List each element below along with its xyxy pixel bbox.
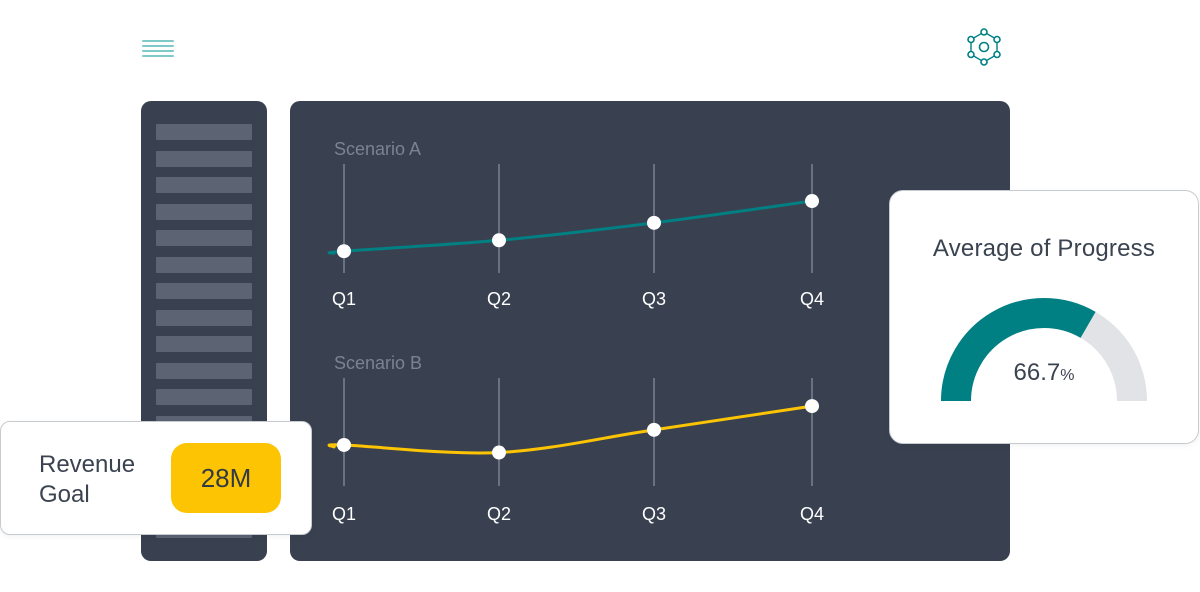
series-line — [327, 404, 814, 455]
sidebar-panel — [141, 101, 267, 561]
data-point — [647, 215, 661, 230]
sidebar-placeholder-row — [156, 256, 252, 273]
x-tick-label: Q3 — [642, 289, 666, 309]
progress-value: 66.7 — [1013, 359, 1061, 386]
chart-title: Scenario B — [334, 353, 422, 373]
data-point — [492, 233, 506, 248]
revenue-goal-card: Revenue Goal 28M — [0, 421, 312, 535]
chart-title: Scenario A — [334, 139, 421, 159]
data-point — [805, 194, 819, 209]
sidebar-placeholder-row — [156, 150, 252, 167]
sidebar-placeholder-row — [156, 389, 252, 405]
progress-title: Average of Progress — [932, 235, 1156, 262]
data-point — [647, 422, 661, 437]
hamburger-menu-icon[interactable] — [142, 40, 174, 60]
data-point — [805, 399, 819, 414]
x-tick-label: Q2 — [487, 289, 511, 309]
gauge-fill — [941, 298, 1096, 402]
progress-unit: % — [1060, 367, 1075, 384]
x-tick-label: Q1 — [332, 289, 356, 309]
x-tick-label: Q2 — [487, 504, 511, 524]
progress-value-label: 66.7% — [890, 359, 1198, 387]
sidebar-placeholder-row — [156, 203, 252, 220]
x-tick-label: Q4 — [800, 504, 824, 524]
sidebar-placeholder-row — [156, 283, 252, 299]
series-line — [327, 199, 814, 255]
sidebar-placeholder-row — [156, 230, 252, 246]
sidebar-placeholder-row — [156, 362, 252, 379]
revenue-goal-value: 28M — [171, 443, 281, 513]
sidebar-placeholder-row — [156, 309, 252, 326]
progress-gauge — [941, 298, 1147, 402]
charts-canvas: Scenario A Q1 Q2 Q3 Q4 Scenario B Q1 Q2 Q3 Q4 — [327, 139, 824, 524]
x-tick-label: Q3 — [642, 504, 666, 524]
data-point — [337, 437, 351, 452]
x-tick-label: Q4 — [800, 289, 824, 309]
sidebar-placeholder-row — [156, 177, 252, 193]
progress-card: Average of Progress 66.7% — [889, 190, 1199, 444]
sidebar-placeholder-row — [156, 336, 252, 352]
data-point — [337, 244, 351, 259]
data-point — [492, 445, 506, 460]
sidebar-placeholder-row — [156, 124, 252, 140]
revenue-goal-label: Revenue Goal — [39, 451, 136, 508]
x-tick-label: Q1 — [332, 504, 356, 524]
network-hub-icon[interactable] — [964, 27, 1004, 67]
